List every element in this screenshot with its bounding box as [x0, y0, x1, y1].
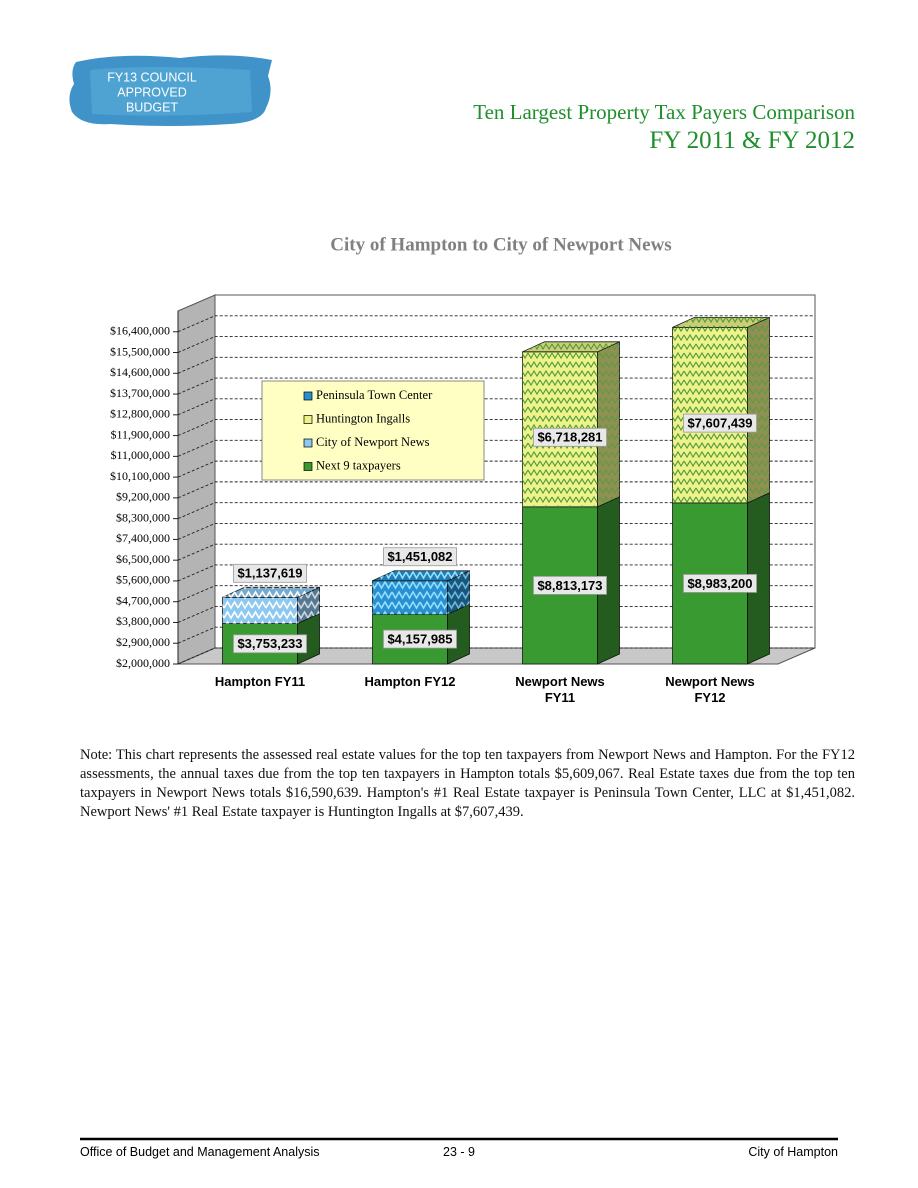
bar-side-texture	[747, 317, 770, 503]
legend-box	[261, 380, 485, 481]
legend-swatch	[303, 415, 313, 424]
note: Note: This chart represents the assessed…	[80, 746, 855, 822]
bar-top-texture	[222, 587, 320, 598]
x-tick-label: Hampton FY12	[364, 674, 456, 689]
bar-texture	[372, 580, 448, 615]
logo-brush-highlight	[90, 67, 252, 116]
data-label-box	[233, 563, 307, 583]
y-tick-label: $6,500,000	[116, 552, 170, 566]
data-label-box	[533, 576, 607, 595]
chart-title: City of Hampton to City of Newport News	[330, 234, 671, 255]
bar-side-texture	[297, 587, 320, 624]
bar-top-texture	[372, 570, 470, 581]
data-label: $7,607,439	[687, 416, 752, 431]
data-label: $8,983,200	[687, 576, 752, 591]
y-tick-label: $7,400,000	[116, 531, 170, 545]
y-tick-label: $11,900,000	[110, 427, 170, 441]
data-label: $1,137,619	[237, 566, 302, 581]
y-tick-label: $13,700,000	[110, 386, 170, 400]
data-label: $6,718,281	[537, 430, 602, 445]
footer-right: City of Hampton	[748, 1145, 838, 1159]
y-tick-label: $8,300,000	[116, 510, 170, 524]
footer-left: Office of Budget and Management Analysis	[80, 1145, 320, 1159]
y-tick-label: $12,800,000	[110, 407, 170, 421]
y-tick-label: $10,100,000	[110, 469, 170, 483]
data-label: $3,753,233	[237, 636, 302, 651]
legend-swatch	[303, 462, 313, 471]
data-label: $4,157,985	[387, 632, 452, 647]
data-label-box	[533, 427, 607, 447]
y-tick-label: $14,600,000	[110, 365, 170, 379]
bar-side-texture	[597, 341, 620, 507]
x-tick-label: Newport News FY12	[665, 674, 755, 705]
y-tick-label: $3,800,000	[116, 614, 170, 628]
data-label: $8,813,173	[537, 578, 602, 593]
x-tick-label: Hampton FY11	[214, 674, 306, 689]
data-label-box	[383, 629, 457, 649]
note-label: Note:	[80, 747, 113, 763]
bar-top-texture	[672, 317, 770, 328]
data-label-box	[683, 574, 757, 593]
grid-line	[177, 336, 815, 353]
bar-texture	[222, 597, 298, 624]
header-title: Ten Largest Property Tax Payers Comparis…	[473, 100, 855, 124]
y-tick-label: $2,900,000	[116, 635, 170, 649]
header-subtitle: FY 2011 & FY 2012	[649, 127, 855, 154]
y-tick-label: $15,500,000	[110, 344, 170, 358]
logo-text: BUDGET	[126, 100, 178, 114]
y-tick-label: $16,400,000	[110, 324, 170, 338]
y-tick-label: $5,600,000	[116, 573, 170, 587]
y-tick-label: $9,200,000	[116, 490, 170, 504]
data-label: $1,451,082	[387, 549, 452, 564]
y-tick-label: $4,700,000	[116, 593, 170, 607]
legend-label: Next 9 taxpayers	[316, 458, 401, 472]
legend-swatch	[303, 391, 313, 401]
note-text: This chart represents the assessed real …	[80, 747, 855, 820]
legend-label: City of Newport News	[316, 435, 430, 449]
legend-label: Peninsula Town Center	[316, 388, 433, 402]
grid-line	[177, 315, 815, 333]
y-tick-label: $2,000,000	[116, 656, 170, 670]
x-tick-label: Newport News FY11	[515, 674, 605, 705]
logo-text: APPROVED	[117, 85, 186, 99]
data-label-box	[683, 413, 757, 433]
bar-top-texture	[522, 341, 620, 352]
legend-swatch	[303, 438, 313, 448]
legend-label: Huntington Ingalls	[316, 411, 410, 425]
bar-side-texture	[447, 570, 470, 615]
data-label-box	[233, 634, 307, 654]
footer-center: 23 - 9	[443, 1145, 475, 1159]
y-tick-label: $11,000,000	[110, 448, 170, 462]
logo-text: FY13 COUNCIL	[107, 70, 197, 84]
data-label-box	[383, 547, 457, 567]
